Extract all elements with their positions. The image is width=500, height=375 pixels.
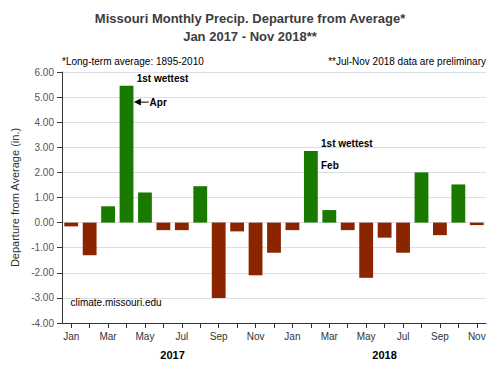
svg-text:Sep: Sep	[210, 331, 228, 342]
svg-text:Mar: Mar	[321, 331, 339, 342]
svg-text:5.00: 5.00	[35, 92, 55, 103]
svg-text:Apr: Apr	[150, 97, 167, 108]
svg-text:-4.00: -4.00	[31, 318, 54, 329]
svg-text:3.00: 3.00	[35, 142, 55, 153]
svg-text:Jan: Jan	[63, 331, 79, 342]
svg-text:4.00: 4.00	[35, 117, 55, 128]
svg-text:May: May	[357, 331, 376, 342]
svg-text:Jul: Jul	[175, 331, 188, 342]
svg-text:**Jul-Nov 2018 data are prelim: **Jul-Nov 2018 data are preliminary	[328, 56, 486, 67]
svg-text:Jan 2017 - Nov 2018**: Jan 2017 - Nov 2018**	[183, 29, 318, 44]
svg-text:1.00: 1.00	[35, 192, 55, 203]
svg-text:Sep: Sep	[431, 331, 449, 342]
svg-text:0.00: 0.00	[35, 217, 55, 228]
svg-text:Jan: Jan	[284, 331, 300, 342]
svg-text:2017: 2017	[160, 349, 184, 361]
svg-text:Jul: Jul	[397, 331, 410, 342]
svg-text:May: May	[136, 331, 155, 342]
svg-text:1st wettest: 1st wettest	[137, 73, 189, 84]
svg-text:-2.00: -2.00	[31, 267, 54, 278]
svg-text:1st wettest: 1st wettest	[321, 138, 373, 149]
svg-text:Feb: Feb	[321, 160, 339, 171]
svg-text:Mar: Mar	[99, 331, 117, 342]
svg-text:Missouri Monthly Precip. Depar: Missouri Monthly Precip. Departure from …	[95, 11, 406, 26]
svg-text:Departure from Average (in.): Departure from Average (in.)	[9, 128, 21, 267]
svg-text:2018: 2018	[372, 349, 396, 361]
svg-text:-1.00: -1.00	[31, 242, 54, 253]
svg-text:Nov: Nov	[247, 331, 265, 342]
svg-text:climate.missouri.edu: climate.missouri.edu	[70, 297, 161, 308]
svg-text:Nov: Nov	[468, 331, 486, 342]
svg-text:*Long-term average: 1895-2010: *Long-term average: 1895-2010	[62, 56, 204, 67]
svg-text:2.00: 2.00	[35, 167, 55, 178]
svg-text:-3.00: -3.00	[31, 292, 54, 303]
svg-text:6.00: 6.00	[35, 67, 55, 78]
